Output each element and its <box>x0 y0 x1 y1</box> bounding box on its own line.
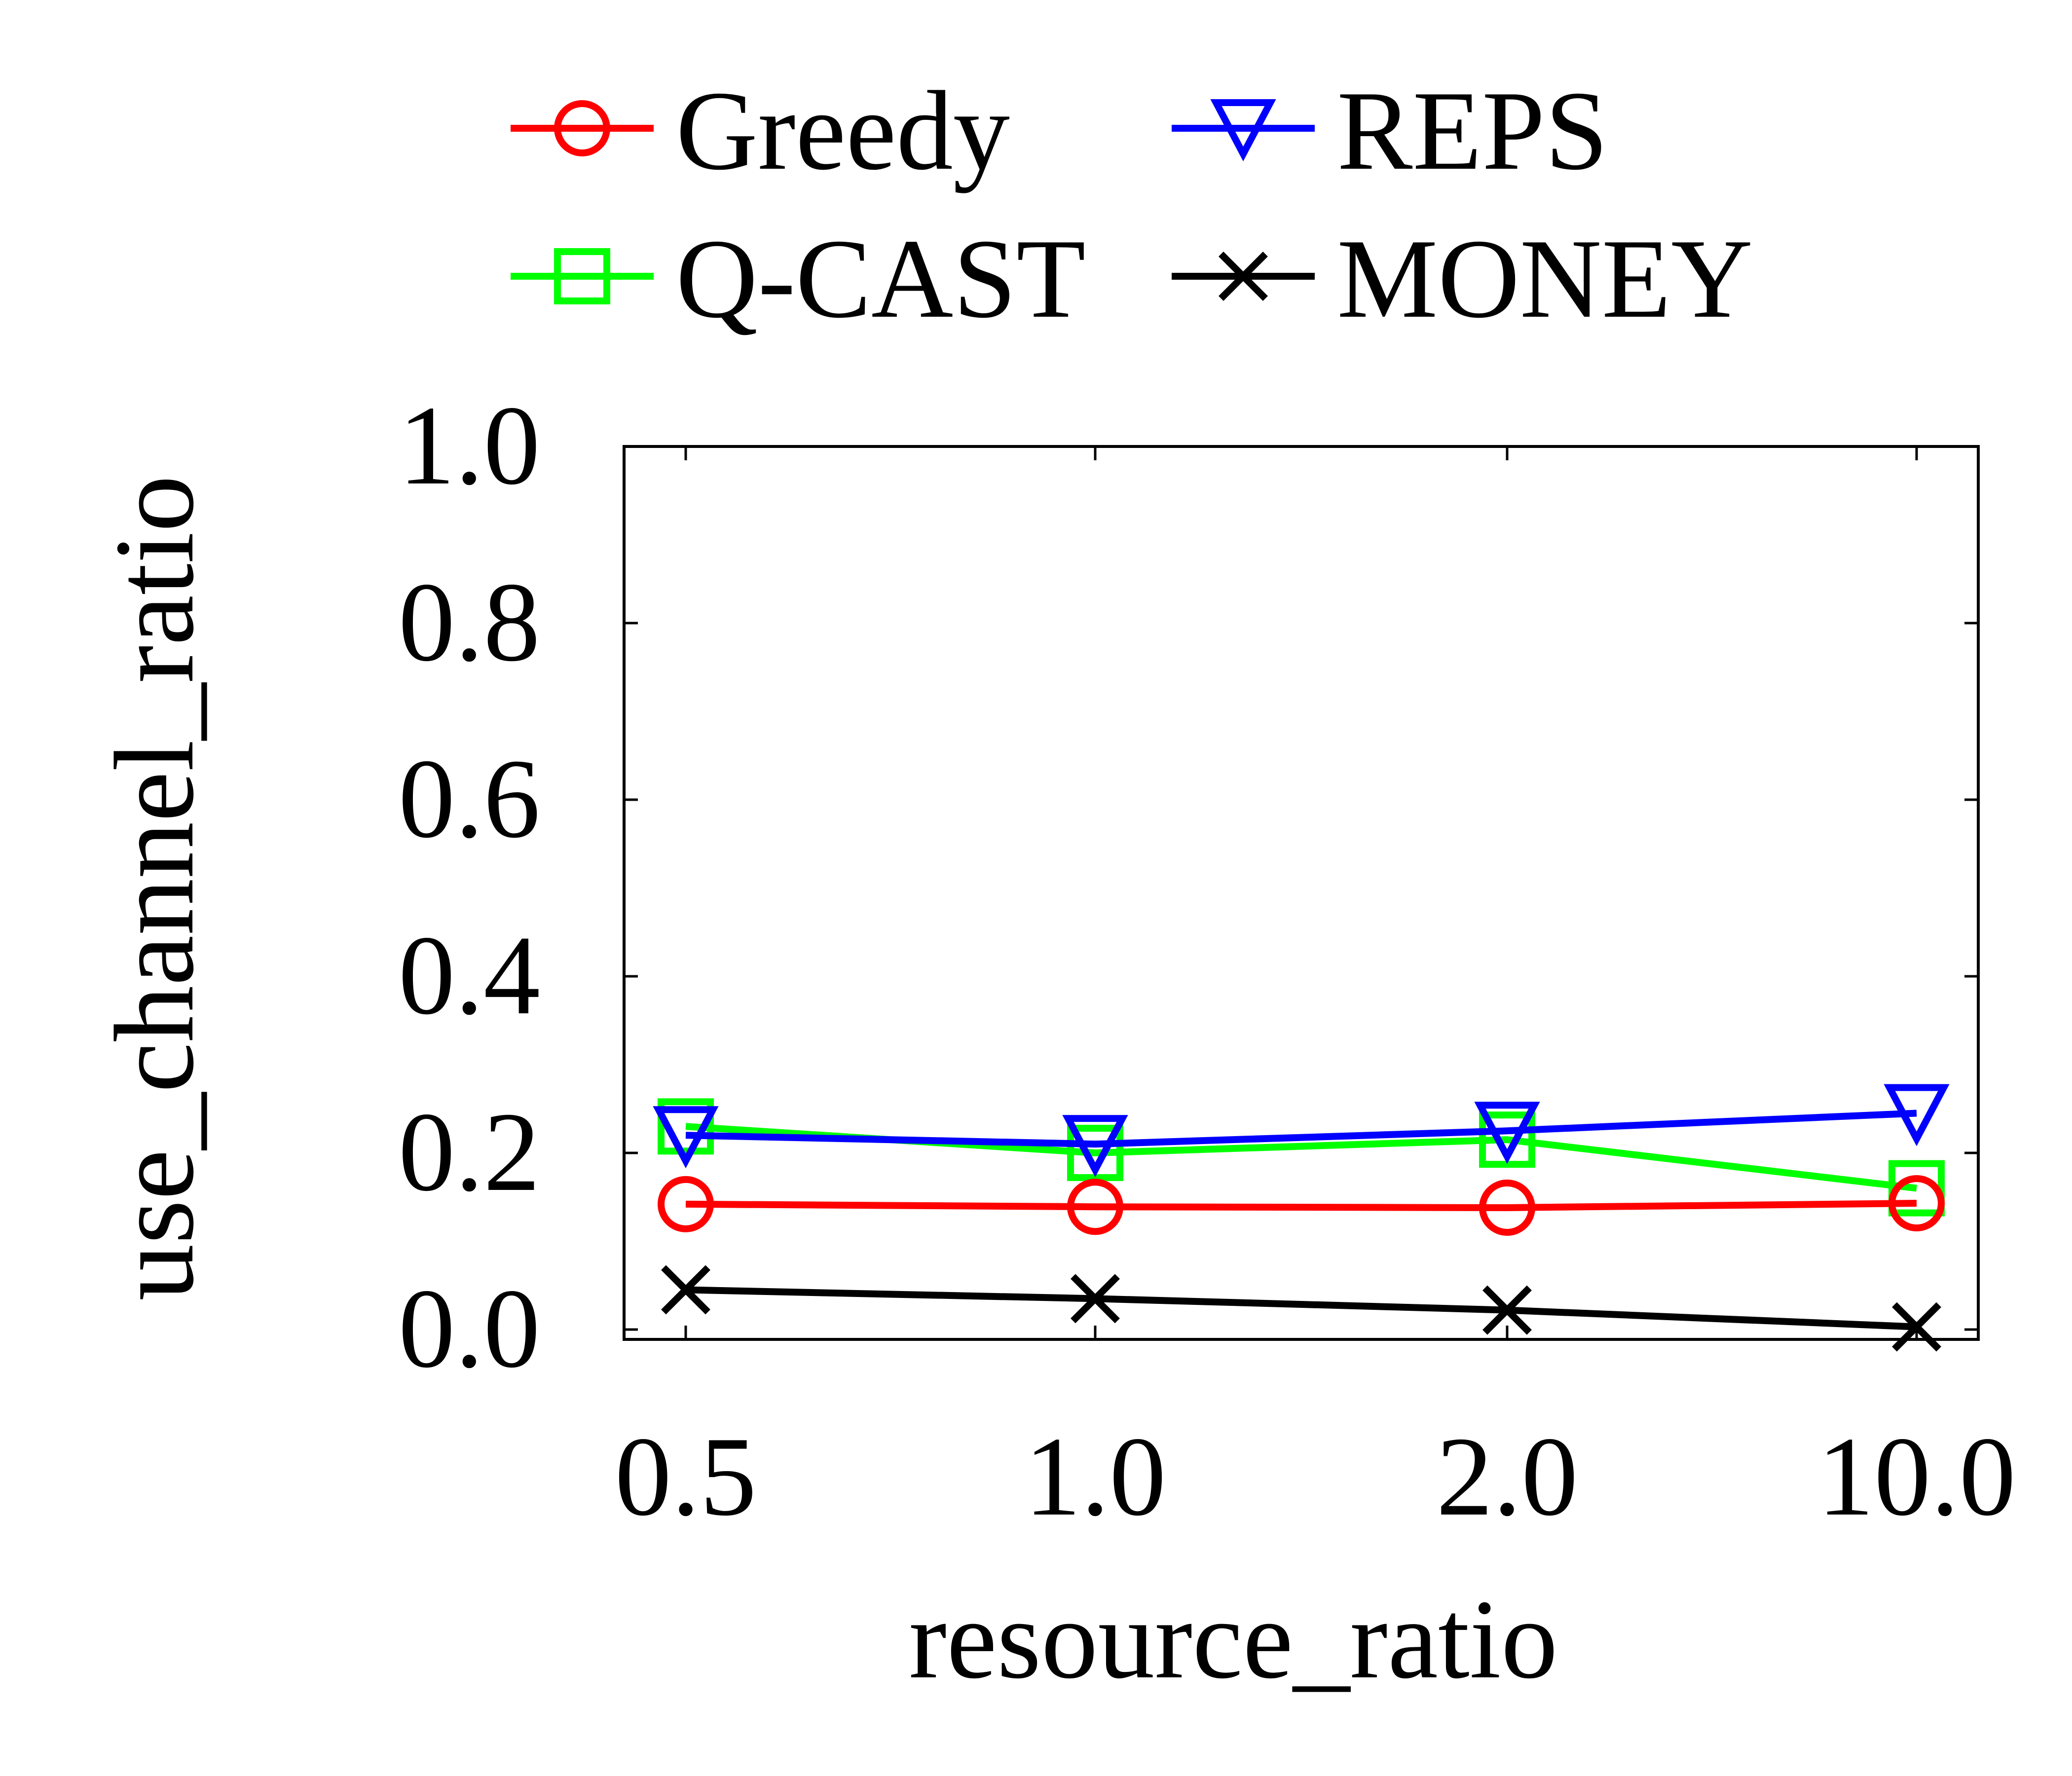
x-tick-label: 1.0 <box>1024 1413 1166 1539</box>
legend-label-greedy: Greedy <box>676 68 1010 193</box>
data-point-money <box>1071 1274 1120 1324</box>
legend-item-q-cast: Q-CAST <box>511 216 1086 341</box>
y-tick-label: 0.6 <box>399 736 541 861</box>
data-point-q-cast <box>1888 1160 1945 1217</box>
legend-marker-reps <box>1210 99 1276 161</box>
tick-marks <box>624 445 1978 1339</box>
data-point-greedy <box>1888 1175 1945 1232</box>
series-reps <box>653 1084 1950 1178</box>
legend-label-q-cast: Q-CAST <box>676 216 1086 341</box>
series-greedy <box>658 1175 1945 1236</box>
series-line-greedy <box>685 1200 1917 1211</box>
legend-item-greedy: Greedy <box>511 68 1010 193</box>
data-point-q-cast <box>658 1098 714 1155</box>
data-point-reps <box>1884 1084 1950 1147</box>
data-point-greedy <box>658 1176 714 1232</box>
data-point-q-cast <box>1479 1111 1535 1168</box>
data-point-q-cast <box>1067 1125 1123 1181</box>
y-tick-label: 1.0 <box>399 382 541 508</box>
series-money <box>661 1265 1941 1352</box>
y-axis-ticks: 0.0 0.2 0.4 0.6 0.8 1.0 <box>399 382 541 1391</box>
data-point-greedy <box>1067 1179 1123 1235</box>
legend-item-reps: REPS <box>1172 68 1608 193</box>
y-tick-label: 0.0 <box>399 1265 541 1391</box>
x-tick-label: 10.0 <box>1817 1413 2016 1539</box>
legend: Greedy REPS Q-CAST MONEY <box>511 68 1753 341</box>
legend-marker-q-cast <box>554 248 610 304</box>
x-tick-label: 2.0 <box>1436 1413 1578 1539</box>
data-point-reps <box>653 1106 719 1169</box>
plot-frame <box>623 445 1980 1341</box>
x-axis-ticks: 0.5 1.0 2.0 10.0 <box>615 1413 2016 1539</box>
data-point-greedy <box>1479 1179 1535 1236</box>
legend-label-reps: REPS <box>1337 68 1608 193</box>
y-tick-label: 0.2 <box>399 1089 541 1215</box>
series-line-money <box>685 1286 1917 1331</box>
data-point-money <box>1482 1285 1532 1335</box>
x-tick-label: 0.5 <box>615 1413 757 1539</box>
y-axis-label: use_channel_ratio <box>91 475 217 1300</box>
data-point-money <box>661 1265 710 1315</box>
x-axis-label: resource_ratio <box>909 1576 1557 1702</box>
data-point-reps <box>1062 1115 1128 1178</box>
legend-marker-money <box>1219 252 1268 301</box>
series-line-reps <box>685 1110 1917 1148</box>
y-tick-label: 0.4 <box>399 912 541 1038</box>
legend-item-money: MONEY <box>1172 216 1753 341</box>
series-layer <box>653 1084 1950 1352</box>
data-point-money <box>1892 1302 1941 1352</box>
data-point-reps <box>1474 1102 1540 1164</box>
y-tick-label: 0.8 <box>399 559 541 685</box>
legend-marker-greedy <box>554 100 610 156</box>
legend-label-money: MONEY <box>1337 216 1753 341</box>
